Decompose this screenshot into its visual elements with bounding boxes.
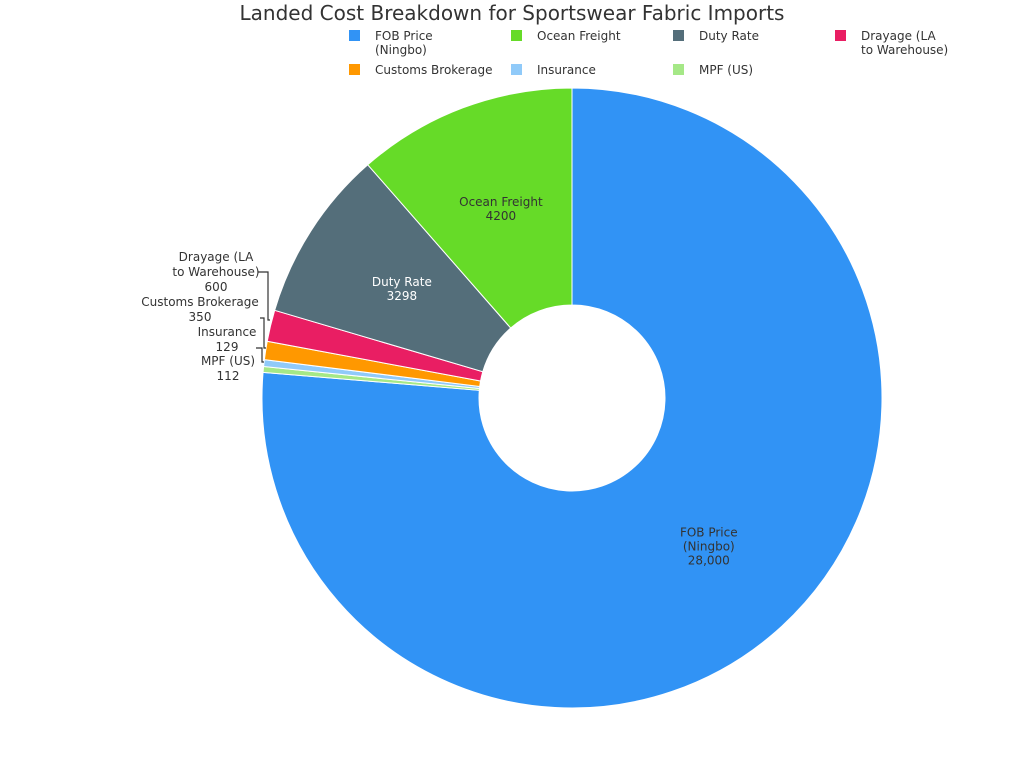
leader-line-5	[256, 347, 264, 363]
slice-label-0: FOB Price (Ningbo) 28,000	[680, 526, 738, 568]
legend-swatch	[511, 30, 522, 41]
slice-2[interactable]	[274, 164, 512, 373]
legend-label: Insurance	[537, 63, 596, 77]
legend-swatch	[673, 30, 684, 41]
legend-swatch	[511, 64, 522, 75]
slice-0[interactable]	[261, 87, 883, 709]
slice-label-6: MPF (US) 112	[201, 354, 255, 383]
chart-title: Landed Cost Breakdown for Sportswear Fab…	[240, 1, 785, 25]
slice-label-4: Customs Brokerage 350	[141, 295, 258, 324]
legend-item-1[interactable]: Ocean Freight	[511, 29, 621, 43]
leader-line-4	[260, 317, 266, 349]
legend-item-3[interactable]: Drayage (LA to Warehouse)	[835, 29, 948, 57]
legend-label: Ocean Freight	[537, 29, 621, 43]
slice-1[interactable]	[367, 87, 573, 329]
legend-label: Duty Rate	[699, 29, 759, 43]
legend-swatch	[349, 64, 360, 75]
legend-item-2[interactable]: Duty Rate	[673, 29, 759, 43]
legend-swatch	[673, 64, 684, 75]
legend-swatch	[349, 30, 360, 41]
legend-item-6[interactable]: MPF (US)	[673, 63, 753, 77]
leader-line-3	[258, 271, 270, 321]
legend-item-0[interactable]: FOB Price (Ningbo)	[349, 29, 433, 57]
slice-label-2: Duty Rate 3298	[372, 275, 432, 303]
slice-label-1: Ocean Freight 4200	[459, 195, 543, 223]
slice-label-3: Drayage (LA to Warehouse) 600	[172, 250, 259, 294]
legend-item-5[interactable]: Insurance	[511, 63, 596, 77]
legend-label: Drayage (LA to Warehouse)	[861, 29, 948, 57]
legend-label: MPF (US)	[699, 63, 753, 77]
legend-item-4[interactable]: Customs Brokerage	[349, 63, 492, 77]
legend-label: FOB Price (Ningbo)	[375, 29, 433, 57]
legend-label: Customs Brokerage	[375, 63, 492, 77]
legend-swatch	[835, 30, 846, 41]
slice-label-5: Insurance 129	[198, 325, 257, 354]
